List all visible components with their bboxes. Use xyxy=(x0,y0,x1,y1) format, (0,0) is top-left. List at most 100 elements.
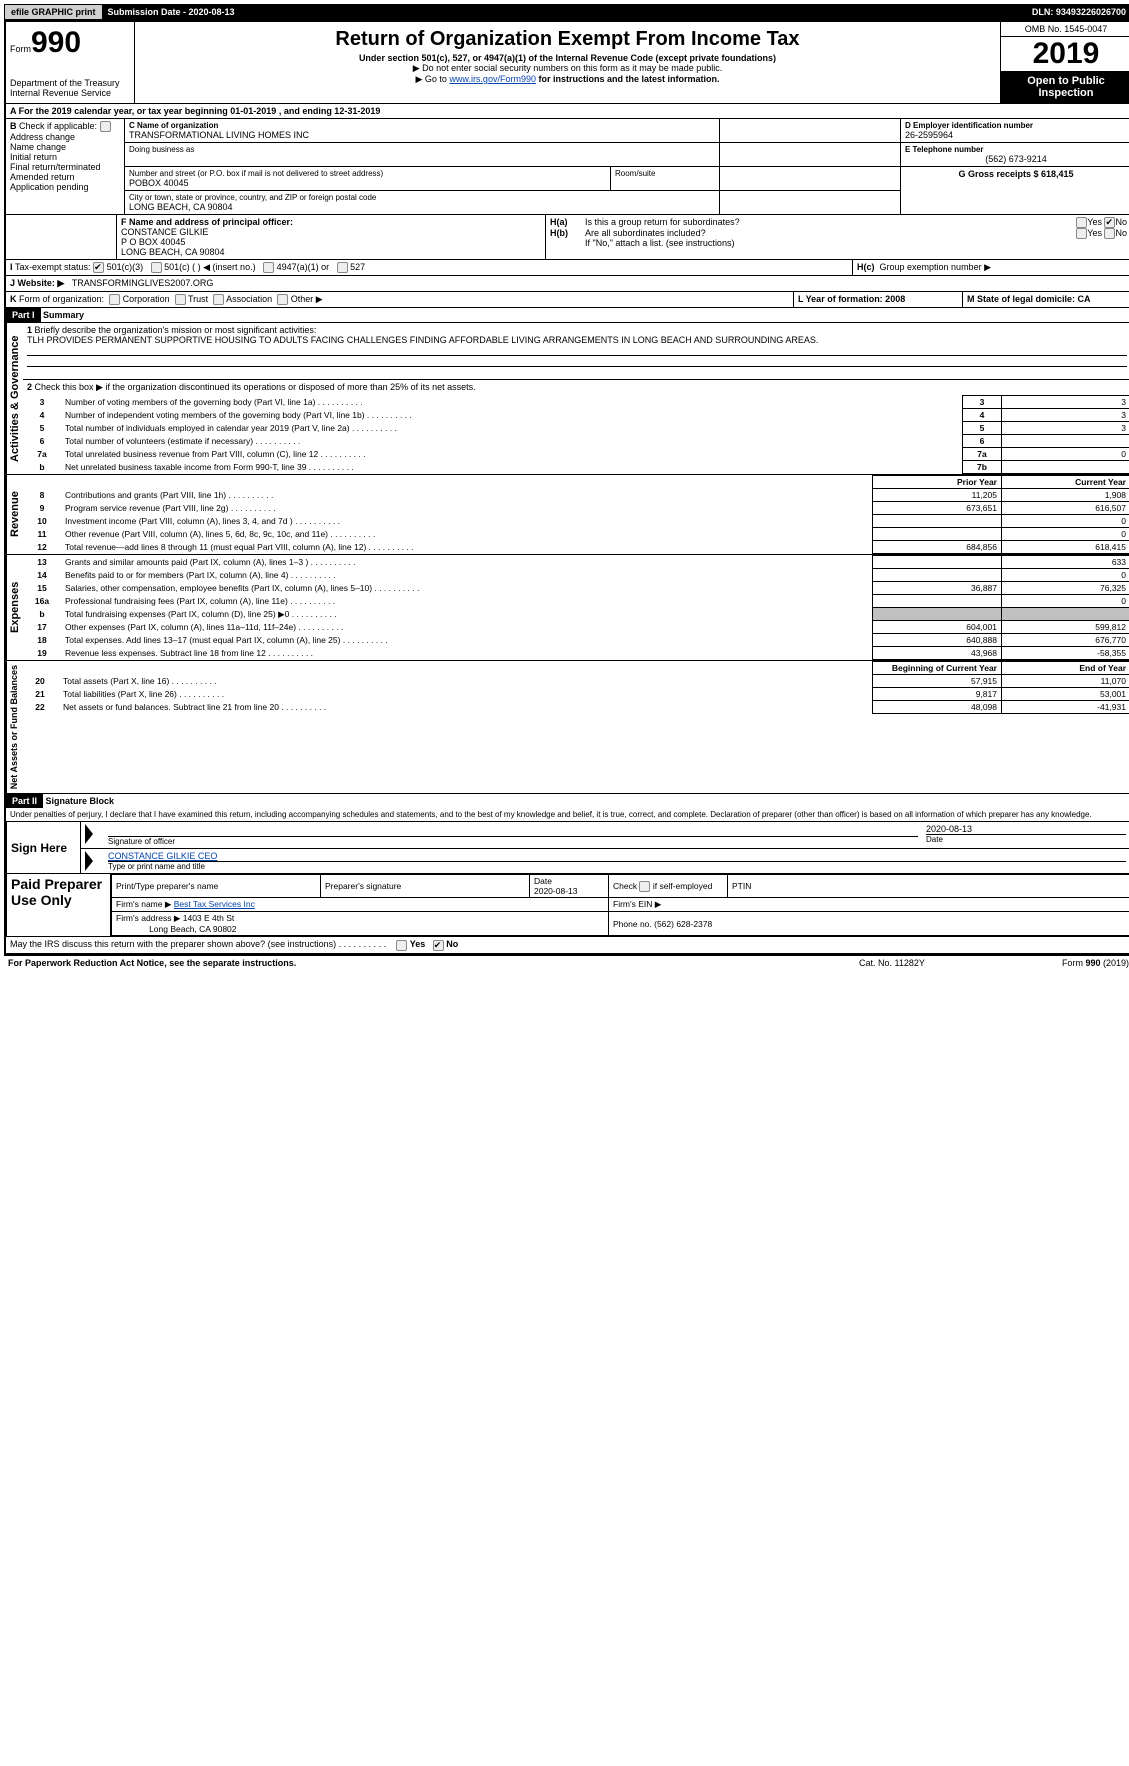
part2-title: Signature Block xyxy=(46,796,115,806)
type-name-label: Type or print name and title xyxy=(108,861,1126,871)
activities-table: 3 Number of voting members of the govern… xyxy=(23,395,1129,474)
hb-yes-checkbox[interactable] xyxy=(1076,228,1087,239)
discuss-row: May the IRS discuss this return with the… xyxy=(6,937,1129,953)
yes-label: Yes xyxy=(1087,217,1102,227)
check-if: Check if self-employed xyxy=(613,881,712,891)
m-label: M State of legal domicile: CA xyxy=(967,294,1091,304)
prep-name-label: Print/Type preparer's name xyxy=(112,875,321,898)
firm-addr2: Long Beach, CA 90802 xyxy=(149,924,236,934)
website-value: TRANSFORMINGLIVES2007.ORG xyxy=(72,278,214,288)
officer-name-title[interactable]: CONSTANCE GILKIE CEO xyxy=(108,851,1126,861)
expenses-table: 13 Grants and similar amounts paid (Part… xyxy=(23,555,1129,660)
ptin-label: PTIN xyxy=(728,875,1129,898)
c-label: C Name of organization xyxy=(129,121,715,130)
b-option: Initial return xyxy=(10,152,120,162)
hb-label: Are all subordinates included? xyxy=(585,228,706,238)
header-bar: efile GRAPHIC print Submission Date - 20… xyxy=(4,4,1129,20)
part1-header: Part I xyxy=(6,308,41,322)
g-label: G Gross receipts $ 618,415 xyxy=(958,169,1073,179)
col-c: C Name of organization TRANSFORMATIONAL … xyxy=(125,119,900,214)
discuss-no-checkbox[interactable] xyxy=(433,940,444,951)
ha-label: Is this a group return for subordinates? xyxy=(585,217,1076,228)
ha-yes-checkbox[interactable] xyxy=(1076,217,1087,228)
efile-label: efile GRAPHIC print xyxy=(5,5,102,19)
hb-no-checkbox[interactable] xyxy=(1104,228,1115,239)
form-number: 990 xyxy=(31,26,81,59)
501c-label: 501(c) ( ) ◀ (insert no.) xyxy=(164,262,255,272)
dln-label: DLN: 93493226026700 xyxy=(1026,5,1129,19)
sign-here-block: Sign Here Signature of officer 2020-08-1… xyxy=(6,821,1129,874)
title-center: Return of Organization Exempt From Incom… xyxy=(135,22,1001,103)
sig-arrow-icon xyxy=(85,824,93,844)
b-option: Name change xyxy=(10,142,120,152)
paperwork-notice: For Paperwork Reduction Act Notice, see … xyxy=(8,958,859,968)
form-990-box: Form990 Department of the Treasury Inter… xyxy=(6,22,135,103)
527-checkbox[interactable] xyxy=(337,262,348,273)
netassets-label: Net Assets or Fund Balances xyxy=(6,661,21,793)
tax-year: 2019 xyxy=(1001,37,1129,71)
revenue-label: Revenue xyxy=(6,475,23,554)
k-option-checkbox[interactable] xyxy=(109,294,120,305)
paid-preparer-label: Paid Preparer Use Only xyxy=(7,874,111,936)
firm-phone-label: Phone no. (562) 628-2378 xyxy=(609,912,1129,936)
room-label: Room/suite xyxy=(615,169,715,178)
penalty-text: Under penalties of perjury, I declare th… xyxy=(6,808,1129,821)
firm-name-label: Firm's name ▶ xyxy=(116,899,171,909)
b-label: Check if applicable: xyxy=(19,121,97,131)
addr-value: POBOX 40045 xyxy=(129,178,606,188)
revenue-table: Prior YearCurrent Year8 Contributions an… xyxy=(23,475,1129,554)
hc-label: Group exemption number ▶ xyxy=(880,262,991,272)
col-deg: D Employer identification number 26-2595… xyxy=(900,119,1129,214)
no-label2: No xyxy=(1115,228,1127,238)
preparer-table: Print/Type preparer's name Preparer's si… xyxy=(111,874,1129,936)
501c3-checkbox[interactable] xyxy=(93,262,104,273)
officer-name: CONSTANCE GILKIE xyxy=(121,227,541,237)
part1-title: Summary xyxy=(43,310,84,320)
dept-treasury: Department of the Treasury xyxy=(10,78,130,88)
website-row: J Website: ▶ TRANSFORMINGLIVES2007.ORG xyxy=(6,276,1129,292)
self-employed-checkbox[interactable] xyxy=(639,881,650,892)
irs-link[interactable]: www.irs.gov/Form990 xyxy=(449,74,536,84)
b-option: Final return/terminated xyxy=(10,162,120,172)
q1-label: Briefly describe the organization's miss… xyxy=(35,325,317,335)
discuss-yes-checkbox[interactable] xyxy=(396,940,407,951)
title-right: OMB No. 1545-0047 2019 Open to Public In… xyxy=(1001,22,1129,103)
b-option: Amended return xyxy=(10,172,120,182)
form-container: Form990 Department of the Treasury Inter… xyxy=(4,20,1129,956)
501c3-label: 501(c)(3) xyxy=(107,262,144,272)
activities-governance-label: Activities & Governance xyxy=(6,323,23,474)
checkbox-applicable[interactable] xyxy=(100,121,111,132)
date-label: Date xyxy=(926,834,1126,844)
ha-no-checkbox[interactable] xyxy=(1104,217,1115,228)
501c-checkbox[interactable] xyxy=(151,262,162,273)
netassets-section: Net Assets or Fund Balances Beginning of… xyxy=(6,660,1129,794)
open-public-badge: Open to Public Inspection xyxy=(1001,71,1129,103)
firm-name[interactable]: Best Tax Services Inc xyxy=(174,899,255,909)
k-option-checkbox[interactable] xyxy=(277,294,288,305)
dba-label: Doing business as xyxy=(129,145,715,154)
k-option-checkbox[interactable] xyxy=(213,294,224,305)
k-option-checkbox[interactable] xyxy=(175,294,186,305)
k-l-m-row: K Form of organization: Corporation Trus… xyxy=(6,292,1129,308)
b-option: Application pending xyxy=(10,182,120,192)
e-label: E Telephone number xyxy=(905,145,1127,154)
org-name: TRANSFORMATIONAL LIVING HOMES INC xyxy=(129,130,715,140)
goto-note: ▶ Go to www.irs.gov/Form990 for instruct… xyxy=(139,74,996,85)
netassets-table: Beginning of Current YearEnd of Year20 T… xyxy=(21,661,1129,714)
irs-label: Internal Revenue Service xyxy=(10,88,130,98)
no-label: No xyxy=(1115,217,1127,227)
goto-prefix: ▶ Go to xyxy=(416,74,450,84)
4947-checkbox[interactable] xyxy=(263,262,274,273)
submission-date: Submission Date - 2020-08-13 xyxy=(102,5,1026,19)
d-label: D Employer identification number xyxy=(905,121,1127,130)
part1-header-row: Part I Summary xyxy=(6,308,1129,323)
part2-header: Part II xyxy=(6,794,43,808)
sig-officer-label: Signature of officer xyxy=(108,836,918,846)
hb-note: If "No," attach a list. (see instruction… xyxy=(585,238,734,248)
officer-h-row: F Name and address of principal officer:… xyxy=(6,215,1129,260)
form-prefix: Form xyxy=(10,44,31,54)
discuss-yes-label: Yes xyxy=(410,939,426,949)
prep-date: Date2020-08-13 xyxy=(534,876,577,896)
expenses-section: Expenses 13 Grants and similar amounts p… xyxy=(6,554,1129,660)
officer-addr2: LONG BEACH, CA 90804 xyxy=(121,247,541,257)
